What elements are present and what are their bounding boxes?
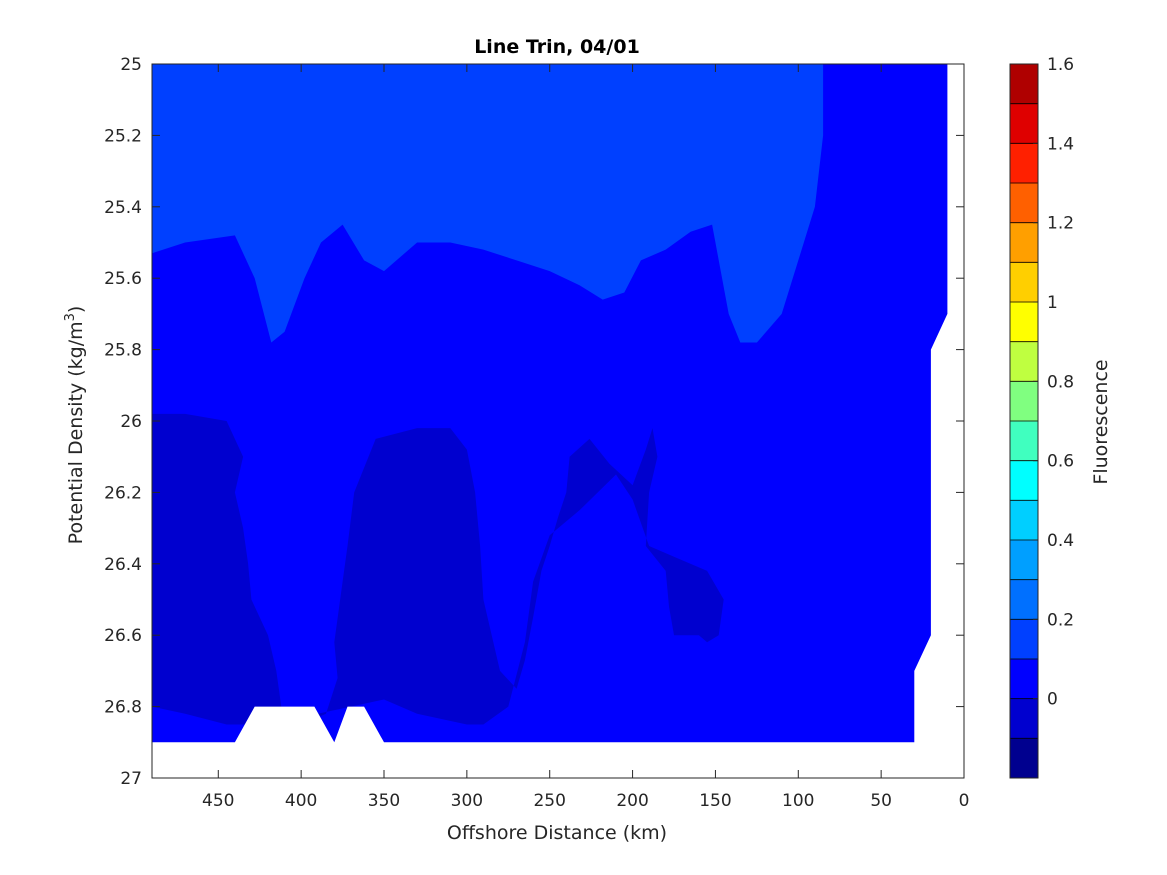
colorbar-tick-label: 1 — [1047, 293, 1058, 313]
x-tick-label: 450 — [202, 791, 234, 811]
x-axis-ticks: 450 400 350 300 250 200 150 100 50 0 — [202, 64, 969, 811]
colorbar-tick-label: 1.2 — [1047, 214, 1074, 234]
colorbar-segment — [1010, 698, 1038, 739]
colorbar-border — [1009, 63, 1039, 779]
y-tick-label: 25.2 — [104, 126, 142, 146]
colorbar-segment — [1010, 103, 1038, 144]
y-axis-label-superscript: 3 — [63, 313, 78, 321]
colorbar-segment — [1010, 659, 1038, 700]
x-tick-label: 150 — [699, 791, 731, 811]
colorbar-segment — [1010, 222, 1038, 263]
y-tick-label: 25.8 — [104, 341, 142, 361]
y-axis-ticks: 25 25.2 25.4 25.6 25.8 26 26.2 26.4 26.6 26.8 27 — [104, 55, 964, 789]
colorbar-segment — [1010, 460, 1038, 501]
colorbar-segment — [1010, 64, 1038, 105]
y-tick-label: 26.2 — [104, 483, 142, 503]
y-tick-label: 26 — [120, 412, 142, 432]
colorbar — [1010, 64, 1038, 779]
colorbar-segment — [1010, 619, 1038, 660]
x-tick-label: 250 — [533, 791, 565, 811]
y-axis-label-close: ) — [65, 306, 87, 313]
y-tick-label: 25.4 — [104, 198, 142, 218]
chart-title: Line Trin, 04/01 — [474, 36, 640, 58]
y-tick-label: 27 — [120, 769, 142, 789]
colorbar-segment — [1010, 143, 1038, 184]
contour-plot-area — [152, 64, 964, 778]
colorbar-tick-label: 0.8 — [1047, 372, 1074, 392]
x-axis-label: Offshore Distance (km) — [447, 822, 667, 844]
y-axis-label-main: Potential Density (kg/m — [65, 321, 87, 544]
colorbar-segment — [1010, 262, 1038, 303]
colorbar-tick-label: 0.2 — [1047, 610, 1074, 630]
x-tick-label: 400 — [285, 791, 317, 811]
y-tick-label: 25 — [120, 55, 142, 75]
colorbar-segment — [1010, 738, 1038, 779]
y-tick-label: 25.6 — [104, 269, 142, 289]
x-tick-label: 100 — [782, 791, 814, 811]
colorbar-tick-label: 1.6 — [1047, 55, 1074, 75]
colorbar-label: Fluorescence — [1090, 359, 1112, 484]
colorbar-tick-label: 1.4 — [1047, 134, 1074, 154]
contour-band-fluor--0.1-0 — [152, 413, 724, 725]
x-tick-label: 0 — [959, 791, 970, 811]
colorbar-segment — [1010, 381, 1038, 422]
colorbar-tick-label: 0.4 — [1047, 531, 1074, 551]
colorbar-segment — [1010, 579, 1038, 620]
colorbar-tick-label: 0 — [1047, 690, 1058, 710]
colorbar-segment — [1010, 302, 1038, 343]
colorbar-tick-label: 0.6 — [1047, 452, 1074, 472]
y-tick-label: 26.8 — [104, 698, 142, 718]
colorbar-segment — [1010, 183, 1038, 224]
colorbar-segment — [1010, 341, 1038, 382]
x-tick-label: 350 — [368, 791, 400, 811]
x-tick-label: 300 — [451, 791, 483, 811]
colorbar-segment — [1010, 421, 1038, 462]
y-tick-label: 26.6 — [104, 626, 142, 646]
x-tick-label: 200 — [616, 791, 648, 811]
y-axis-label: Potential Density (kg/m3) — [63, 306, 87, 545]
contour-band-fluor-0.1-0.2 — [152, 64, 824, 343]
colorbar-segment — [1010, 540, 1038, 581]
colorbar-ticks: 0 0.2 0.4 0.6 0.8 1 1.2 1.4 1.6 — [1033, 55, 1074, 710]
y-tick-label: 26.4 — [104, 555, 142, 575]
x-tick-label: 50 — [870, 791, 892, 811]
colorbar-segment — [1010, 500, 1038, 541]
